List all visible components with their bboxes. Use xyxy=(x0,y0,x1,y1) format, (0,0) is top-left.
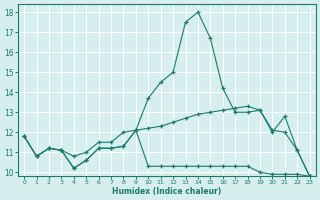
X-axis label: Humidex (Indice chaleur): Humidex (Indice chaleur) xyxy=(112,187,221,196)
